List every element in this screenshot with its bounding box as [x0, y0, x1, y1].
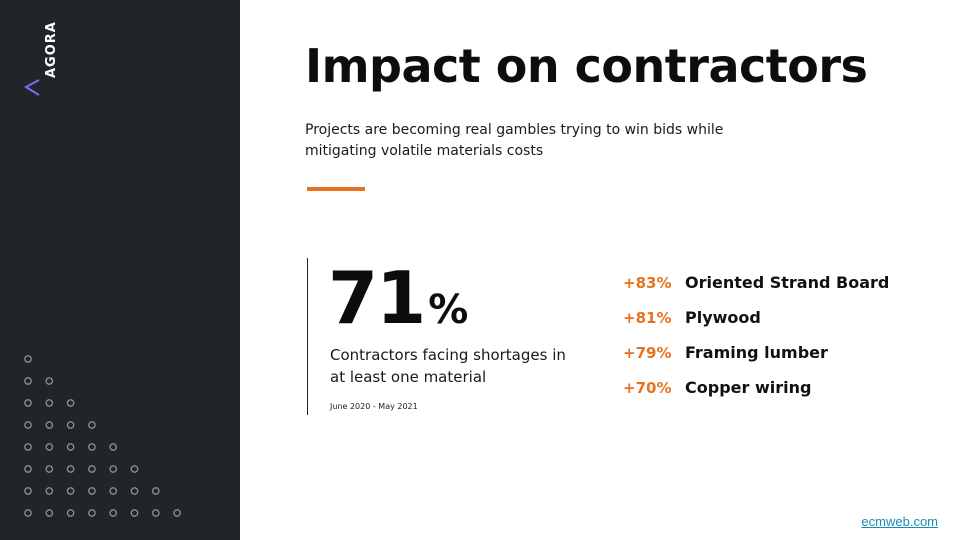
decorative-dot [151, 509, 160, 517]
decorative-dot [66, 509, 75, 517]
decorative-dot [24, 377, 32, 385]
decorative-dot [109, 509, 118, 517]
decorative-dot [24, 421, 32, 429]
decorative-dot [109, 487, 118, 495]
material-change: +83% [623, 273, 672, 292]
stat-divider-line [307, 258, 308, 415]
stat-date-range: June 2020 - May 2021 [330, 402, 418, 411]
decorative-dot [66, 443, 75, 451]
page-subtitle: Projects are becoming real gambles tryin… [305, 122, 724, 159]
headline-stat: 71% [328, 258, 468, 350]
materials-list: +83% Oriented Strand Board +81% Plywood … [623, 265, 889, 405]
decorative-dot [45, 487, 54, 495]
decorative-dot [109, 465, 118, 473]
decorative-dot [24, 443, 32, 451]
decorative-dot [66, 421, 75, 429]
page-title: Impact on contractors [305, 39, 868, 93]
decorative-dot [24, 399, 32, 407]
decorative-dot [24, 487, 32, 495]
material-name: Copper wiring [685, 378, 812, 397]
decorative-dot [66, 465, 75, 473]
decorative-dot [45, 509, 54, 517]
decorative-dot [24, 465, 32, 473]
decorative-dot [45, 377, 54, 385]
chevron-logo-icon [23, 79, 40, 96]
decorative-dot [45, 443, 54, 451]
decorative-dot [24, 355, 32, 363]
decorative-dot [45, 421, 54, 429]
material-name: Oriented Strand Board [685, 273, 890, 292]
decorative-dot [151, 487, 160, 495]
decorative-dot-grid [24, 355, 181, 517]
decorative-dot [88, 487, 96, 495]
stat-value: 71 [328, 256, 426, 340]
decorative-dot [130, 487, 139, 495]
decorative-dot [66, 399, 75, 407]
accent-divider [307, 187, 365, 191]
decorative-dot [88, 465, 96, 473]
decorative-dot [88, 509, 96, 517]
material-change: +81% [623, 308, 672, 327]
material-row: +70% Copper wiring [623, 370, 889, 405]
decorative-dot [130, 509, 139, 517]
stat-unit: % [428, 287, 469, 333]
stat-description: Contractors facing shortages in at least… [330, 346, 566, 386]
decorative-dot [45, 399, 54, 407]
material-name: Framing lumber [685, 343, 828, 362]
source-link[interactable]: ecmweb.com [861, 514, 938, 529]
decorative-dot [88, 443, 96, 451]
decorative-dot [173, 509, 181, 517]
decorative-dot [109, 443, 118, 451]
sidebar: AGORA [0, 0, 240, 540]
material-name: Plywood [685, 308, 761, 327]
material-change: +79% [623, 343, 672, 362]
material-change: +70% [623, 378, 672, 397]
material-row: +81% Plywood [623, 300, 889, 335]
material-row: +79% Framing lumber [623, 335, 889, 370]
decorative-dot [66, 487, 75, 495]
decorative-dot [130, 465, 139, 473]
decorative-dot [45, 465, 54, 473]
decorative-dot [88, 421, 96, 429]
material-row: +83% Oriented Strand Board [623, 265, 889, 300]
decorative-dot [24, 509, 32, 517]
